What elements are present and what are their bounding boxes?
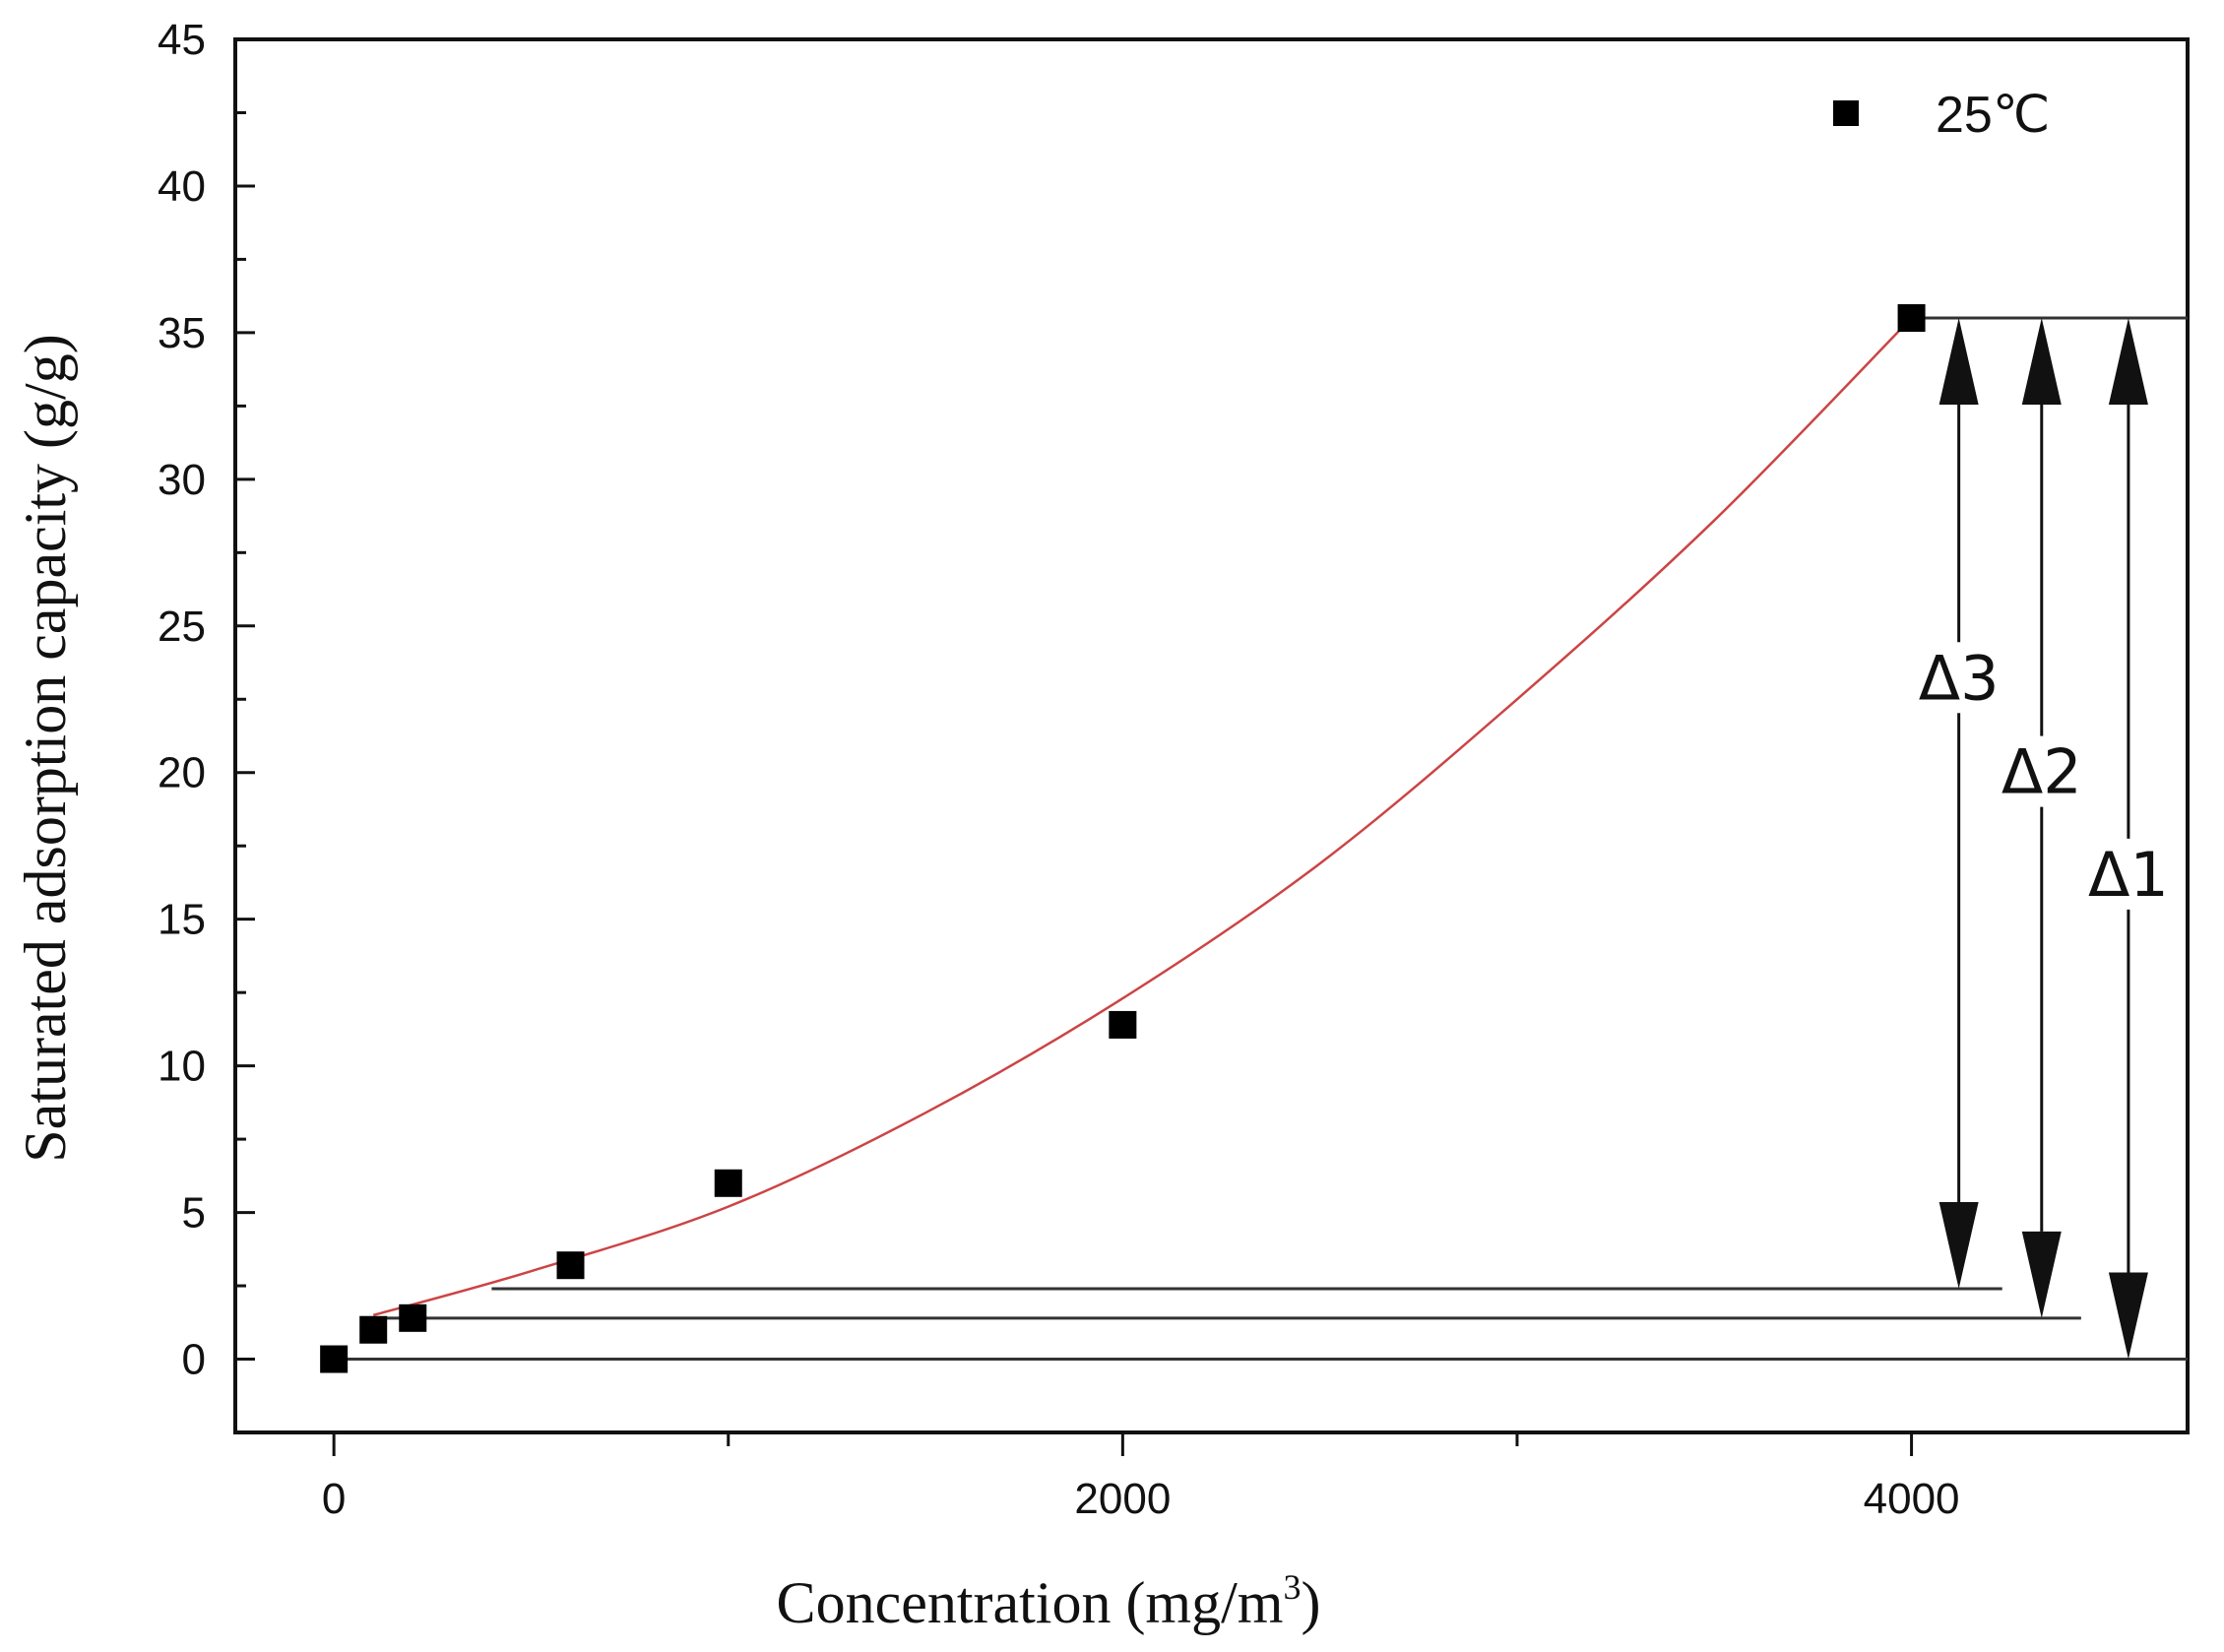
x-axis: 0 2000 4000 bbox=[322, 1432, 1960, 1523]
y-tick-label: 0 bbox=[182, 1336, 206, 1384]
legend-label: 25℃ bbox=[1936, 87, 2050, 144]
x-tick-label: 4000 bbox=[1864, 1475, 1960, 1523]
y-tick-label: 5 bbox=[182, 1189, 206, 1238]
y-axis: 0 5 10 15 20 25 30 35 40 45 bbox=[158, 16, 255, 1434]
delta-arrow-head-up bbox=[2021, 318, 2062, 405]
x-tick-label: 0 bbox=[322, 1475, 346, 1523]
legend-marker bbox=[1833, 100, 1859, 126]
delta-arrow-head-up bbox=[2108, 318, 2148, 405]
data-point bbox=[399, 1303, 427, 1332]
x-tick-label: 2000 bbox=[1074, 1475, 1171, 1523]
fit-curve-group bbox=[372, 317, 1913, 1317]
y-tick-label: 25 bbox=[158, 603, 206, 651]
data-point bbox=[320, 1345, 349, 1373]
data-point bbox=[714, 1169, 742, 1197]
y-tick-label: 35 bbox=[158, 309, 206, 357]
delta-label-bg bbox=[1913, 642, 2004, 714]
data-point bbox=[1897, 304, 1926, 332]
data-point bbox=[359, 1315, 388, 1344]
delta-arrow-head-down bbox=[1938, 1202, 1979, 1290]
reference-lines bbox=[334, 316, 2188, 1362]
delta-label-bg bbox=[1996, 735, 2087, 807]
y-tick-label: 40 bbox=[158, 162, 206, 211]
delta-arrow-head-down bbox=[2021, 1231, 2062, 1318]
y-tick-label: 45 bbox=[158, 16, 206, 64]
delta-arrow-head-up bbox=[1938, 318, 1979, 405]
y-tick-label: 20 bbox=[158, 749, 206, 797]
y-axis-title: Saturated adsorption capacity (g/g) bbox=[13, 334, 78, 1162]
delta-label: Δ3 bbox=[1919, 642, 2000, 714]
data-points bbox=[320, 304, 1926, 1373]
delta-label: Δ1 bbox=[2088, 839, 2169, 911]
x-axis-title: Concentration (mg/m3) bbox=[777, 1567, 1321, 1635]
fit-curve bbox=[372, 317, 1913, 1317]
delta-label: Δ2 bbox=[2002, 736, 2082, 808]
plot-frame bbox=[233, 37, 2190, 1434]
y-tick-label: 30 bbox=[158, 456, 206, 504]
data-point bbox=[1109, 1010, 1137, 1039]
delta-label-bg bbox=[2082, 838, 2174, 910]
delta-arrow-head-down bbox=[2108, 1272, 2148, 1360]
legend: 25℃ bbox=[1833, 87, 2050, 144]
y-tick-label: 10 bbox=[158, 1043, 206, 1091]
data-point bbox=[556, 1251, 585, 1280]
y-tick-label: 15 bbox=[158, 896, 206, 944]
